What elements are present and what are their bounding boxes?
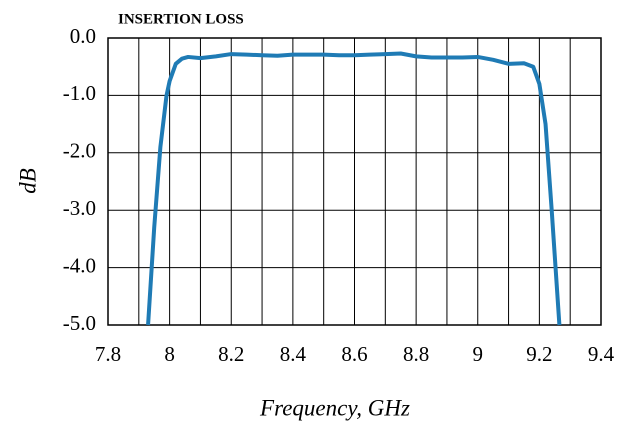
y-tick-label: -4.0 — [63, 253, 96, 277]
x-tick-label: 9 — [473, 342, 484, 366]
x-tick-label: 8 — [164, 342, 175, 366]
y-tick-label: -1.0 — [63, 81, 96, 105]
x-tick-label: 9.2 — [526, 342, 552, 366]
data-line — [146, 51, 562, 326]
x-tick-label: 9.4 — [588, 342, 615, 366]
x-tick-label: 8.2 — [218, 342, 244, 366]
y-tick-label: 0.0 — [70, 24, 96, 48]
y-tick-label: -3.0 — [63, 196, 96, 220]
y-axis-label: dB — [15, 168, 40, 194]
x-tick-label: 8.8 — [403, 342, 429, 366]
x-tick-label: 8.4 — [280, 342, 307, 366]
plot-frame — [107, 37, 602, 326]
y-tick-label: -5.0 — [63, 311, 96, 335]
chart-title: INSERTION LOSS — [118, 11, 244, 27]
y-tick-label: -2.0 — [63, 139, 96, 163]
x-tick-label: 7.8 — [95, 342, 121, 366]
x-tick-label: 8.6 — [341, 342, 367, 366]
x-axis-label: Frequency, GHz — [259, 395, 410, 420]
